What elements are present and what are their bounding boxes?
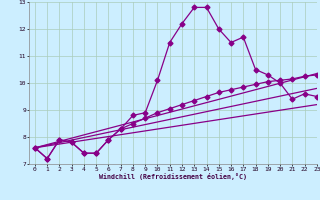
X-axis label: Windchill (Refroidissement éolien,°C): Windchill (Refroidissement éolien,°C) (99, 173, 247, 180)
